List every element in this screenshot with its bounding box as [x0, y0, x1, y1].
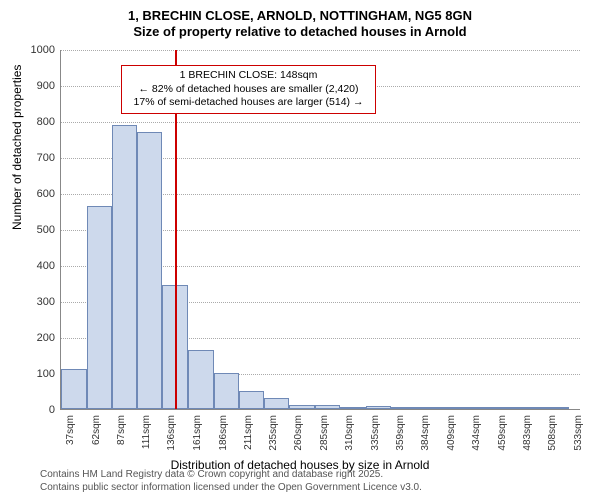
x-tick-label: 434sqm	[471, 415, 482, 451]
x-tick-label: 335sqm	[370, 415, 381, 451]
y-tick-label: 500	[15, 224, 55, 236]
x-tick-label: 508sqm	[547, 415, 558, 451]
annotation-line: 17% of semi-detached houses are larger (…	[128, 96, 369, 110]
histogram-bar	[214, 373, 240, 409]
histogram-bar	[289, 405, 315, 409]
y-tick-label: 900	[15, 80, 55, 92]
footer-line1: Contains HM Land Registry data © Crown c…	[40, 469, 422, 482]
histogram-bar	[416, 407, 442, 409]
histogram-bar	[518, 407, 544, 409]
x-tick-label: 211sqm	[243, 415, 254, 450]
chart-title-line1: 1, BRECHIN CLOSE, ARNOLD, NOTTINGHAM, NG…	[0, 8, 600, 24]
histogram-bar	[315, 405, 341, 409]
x-tick-label: 136sqm	[166, 415, 177, 451]
chart-footer: Contains HM Land Registry data © Crown c…	[40, 469, 422, 494]
annotation-line: 1 BRECHIN CLOSE: 148sqm	[128, 69, 369, 83]
x-tick-label: 111sqm	[141, 415, 152, 449]
annotation-box: 1 BRECHIN CLOSE: 148sqm← 82% of detached…	[121, 65, 376, 114]
histogram-bar	[493, 407, 518, 409]
histogram-bar	[340, 407, 366, 409]
histogram-bar	[366, 406, 391, 409]
x-tick-label: 359sqm	[395, 415, 406, 451]
x-tick-label: 483sqm	[522, 415, 533, 451]
chart-title-line2: Size of property relative to detached ho…	[0, 24, 600, 40]
y-tick-label: 200	[15, 332, 55, 344]
x-tick-label: 87sqm	[116, 415, 127, 445]
y-tick-label: 700	[15, 152, 55, 164]
histogram-bar	[264, 398, 290, 409]
histogram-bar	[391, 407, 417, 409]
x-tick-label: 186sqm	[218, 415, 229, 451]
y-tick-label: 600	[15, 188, 55, 200]
histogram-bar	[87, 206, 113, 409]
x-tick-label: 235sqm	[268, 415, 279, 451]
x-tick-label: 533sqm	[573, 415, 584, 451]
histogram-bar	[442, 407, 468, 409]
histogram-bar	[188, 350, 214, 409]
x-tick-label: 62sqm	[91, 415, 102, 445]
x-tick-label: 37sqm	[65, 415, 76, 445]
histogram-bar	[239, 391, 264, 409]
histogram-bar	[61, 369, 87, 409]
x-tick-label: 409sqm	[446, 415, 457, 451]
y-tick-label: 1000	[15, 44, 55, 56]
histogram-chart: 0100200300400500600700800900100037sqm62s…	[60, 50, 580, 410]
y-gridline	[61, 50, 580, 51]
histogram-bar	[467, 407, 493, 409]
y-tick-label: 0	[15, 404, 55, 416]
plot-area: 0100200300400500600700800900100037sqm62s…	[60, 50, 580, 410]
y-tick-label: 400	[15, 260, 55, 272]
x-tick-label: 260sqm	[293, 415, 304, 451]
x-tick-label: 161sqm	[192, 415, 203, 451]
x-tick-label: 310sqm	[344, 415, 355, 451]
footer-line2: Contains public sector information licen…	[40, 482, 422, 495]
y-gridline	[61, 122, 580, 123]
y-tick-label: 300	[15, 296, 55, 308]
x-tick-label: 459sqm	[497, 415, 508, 451]
x-tick-label: 285sqm	[319, 415, 330, 451]
chart-title-block: 1, BRECHIN CLOSE, ARNOLD, NOTTINGHAM, NG…	[0, 0, 600, 41]
y-tick-label: 800	[15, 116, 55, 128]
y-tick-label: 100	[15, 368, 55, 380]
histogram-bar	[137, 132, 163, 409]
histogram-bar	[112, 125, 137, 409]
annotation-line: ← 82% of detached houses are smaller (2,…	[128, 83, 369, 97]
x-tick-label: 384sqm	[420, 415, 431, 451]
histogram-bar	[543, 407, 569, 409]
